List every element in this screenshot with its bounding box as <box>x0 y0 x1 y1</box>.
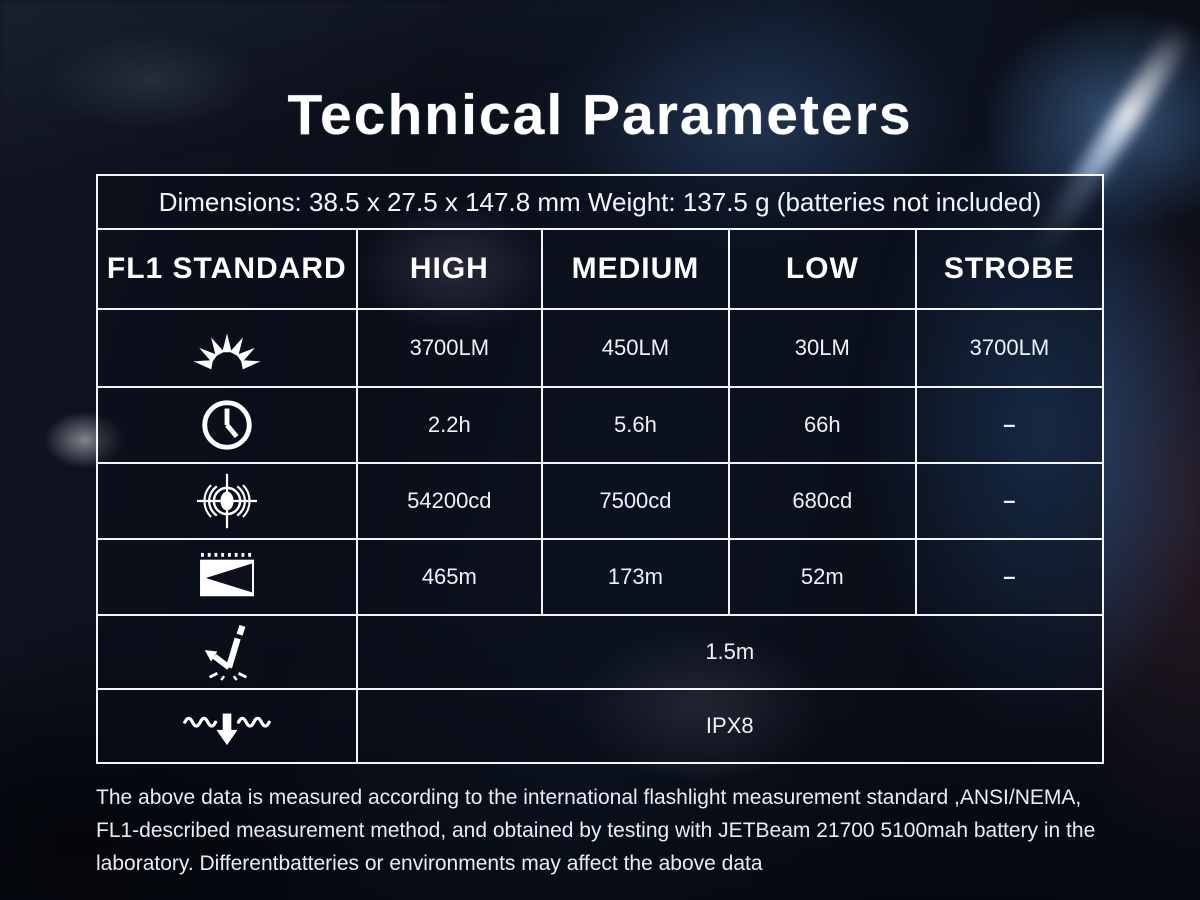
cell-intensity-medium: 7500cd <box>541 462 730 540</box>
impact-resistance-icon <box>96 614 358 690</box>
table-row-lumens: 3700LM 450LM 30LM 3700LM <box>96 308 1105 388</box>
cell-runtime-medium: 5.6h <box>541 386 730 464</box>
background-ceiling-shadow <box>0 0 760 190</box>
table-row-waterproof: IPX8 <box>96 688 1105 764</box>
cell-waterproof-value: IPX8 <box>355 688 1105 764</box>
cell-intensity-low: 680cd <box>727 462 917 540</box>
table-row-impact: 1.5m <box>96 614 1105 690</box>
beam-intensity-icon <box>96 462 358 540</box>
runtime-clock-icon <box>96 386 358 464</box>
brightness-icon <box>96 308 358 388</box>
table-row-runtime: 2.2h 5.6h 66h – <box>96 386 1105 464</box>
col-header-fl1-standard: FL1 STANDARD <box>96 228 358 310</box>
dimensions-text: Dimensions: 38.5 x 27.5 x 147.8 mm Weigh… <box>96 174 1104 230</box>
header-row: FL1 STANDARD HIGH MEDIUM LOW STROBE <box>96 228 1105 310</box>
beam-distance-icon <box>96 538 358 616</box>
cell-intensity-high: 54200cd <box>355 462 544 540</box>
cell-runtime-strobe: – <box>914 386 1105 464</box>
cell-intensity-strobe: – <box>914 462 1105 540</box>
spec-table: Dimensions: 38.5 x 27.5 x 147.8 mm Weigh… <box>96 174 1105 764</box>
col-header-medium: MEDIUM <box>541 228 730 310</box>
cell-distance-high: 465m <box>355 538 544 616</box>
cell-distance-medium: 173m <box>541 538 730 616</box>
table-row-distance: 465m 173m 52m – <box>96 538 1105 616</box>
col-header-low: LOW <box>727 228 917 310</box>
cell-lumens-medium: 450LM <box>541 308 730 388</box>
waterproof-icon <box>96 688 358 764</box>
cell-lumens-low: 30LM <box>727 308 917 388</box>
cell-runtime-low: 66h <box>727 386 917 464</box>
table-row-intensity: 54200cd 7500cd 680cd – <box>96 462 1105 540</box>
cell-distance-strobe: – <box>914 538 1105 616</box>
col-header-strobe: STROBE <box>914 228 1105 310</box>
page-title: Technical Parameters <box>287 83 913 147</box>
col-header-high: HIGH <box>355 228 544 310</box>
cell-runtime-high: 2.2h <box>355 386 544 464</box>
cell-impact-value: 1.5m <box>355 614 1105 690</box>
cell-lumens-strobe: 3700LM <box>914 308 1105 388</box>
dimensions-row: Dimensions: 38.5 x 27.5 x 147.8 mm Weigh… <box>96 174 1104 230</box>
cell-lumens-high: 3700LM <box>355 308 544 388</box>
footnote-text: The above data is measured according to … <box>96 786 1096 876</box>
cell-distance-low: 52m <box>727 538 917 616</box>
